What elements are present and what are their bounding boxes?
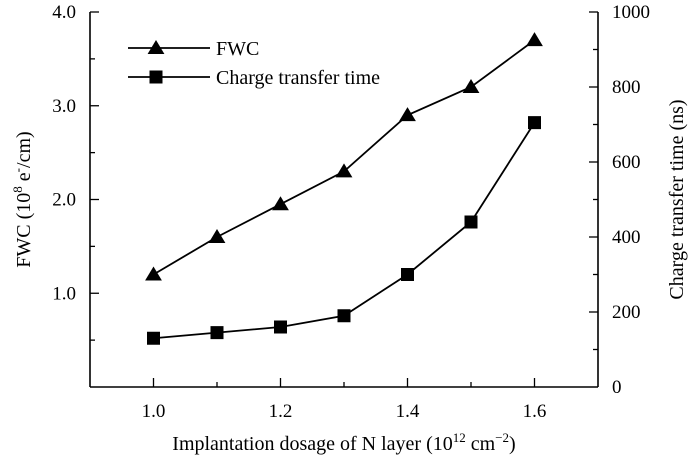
y-axis-left-title-exponent: 8 <box>10 186 25 193</box>
data-point-charge-transfer-time <box>528 116 541 130</box>
data-point-charge-transfer-time <box>147 331 160 345</box>
x-axis-title-unit: cm <box>466 433 496 455</box>
data-point-fwc <box>526 32 543 47</box>
data-point-charge-transfer-time <box>210 326 224 340</box>
y-right-tick-label: 600 <box>612 152 641 173</box>
series <box>145 32 543 345</box>
x-axis-title-end: ) <box>509 433 516 455</box>
y-axis-left-title-unit: e <box>13 172 35 186</box>
series-line-charge-transfer-time <box>153 122 536 340</box>
data-point-fwc <box>335 163 353 178</box>
legend-label-fwc: FWC <box>216 38 259 60</box>
data-point-fwc <box>208 229 226 243</box>
data-point-fwc <box>399 107 416 122</box>
y-left-tick-label: 4.0 <box>52 2 76 23</box>
legend: FWC Charge transfer time <box>128 38 380 89</box>
legend-marker-fwc <box>147 40 165 54</box>
x-tick-label: 1.0 <box>142 401 166 422</box>
y-left-tick-label: 2.0 <box>52 190 76 211</box>
x-tick-label: 1.2 <box>269 401 293 422</box>
data-point-fwc <box>462 79 480 93</box>
x-tick-label: 1.6 <box>523 401 547 422</box>
y-right-tick-label: 200 <box>612 302 641 323</box>
y-right-tick-label: 800 <box>612 77 641 98</box>
y-left-tick-label: 1.0 <box>52 283 76 304</box>
y-axis-right-title: Charge transfer time (ns) <box>666 99 688 299</box>
y-axis-left-title-main: FWC (10 <box>13 193 35 268</box>
data-point-fwc <box>145 266 162 281</box>
x-axis-title-exponent: 12 <box>453 430 466 445</box>
data-point-charge-transfer-time <box>274 320 287 334</box>
y-right-tick-label: 1000 <box>612 2 650 23</box>
data-point-fwc <box>272 196 289 211</box>
x-axis-title-unit-exponent: −2 <box>495 430 509 445</box>
y-axis-left-title-end: /cm) <box>13 131 35 168</box>
y-right-tick-label: 400 <box>612 227 641 248</box>
ticks: 1.0 1.2 1.4 1.6 1.0 2.0 3.0 4.0 0 200 400 600 800 100… <box>52 2 650 422</box>
data-point-charge-transfer-time <box>337 309 351 323</box>
data-point-charge-transfer-time <box>401 268 414 281</box>
legend-label-charge-transfer-time: Charge transfer time <box>216 67 380 89</box>
y-axis-left-title-unit-exponent: - <box>10 168 25 172</box>
legend-marker-charge-transfer-time <box>149 70 163 84</box>
y-axis-left-title: FWC (108 e-/cm) <box>10 131 35 267</box>
x-axis-title: Implantation dosage of N layer (1012 cm−… <box>172 430 515 455</box>
x-tick-label: 1.4 <box>396 401 420 422</box>
x-axis-title-main: Implantation dosage of N layer (10 <box>172 433 452 455</box>
data-point-charge-transfer-time <box>464 215 478 229</box>
y-left-tick-label: 3.0 <box>52 96 76 117</box>
y-right-tick-label: 0 <box>612 377 622 398</box>
